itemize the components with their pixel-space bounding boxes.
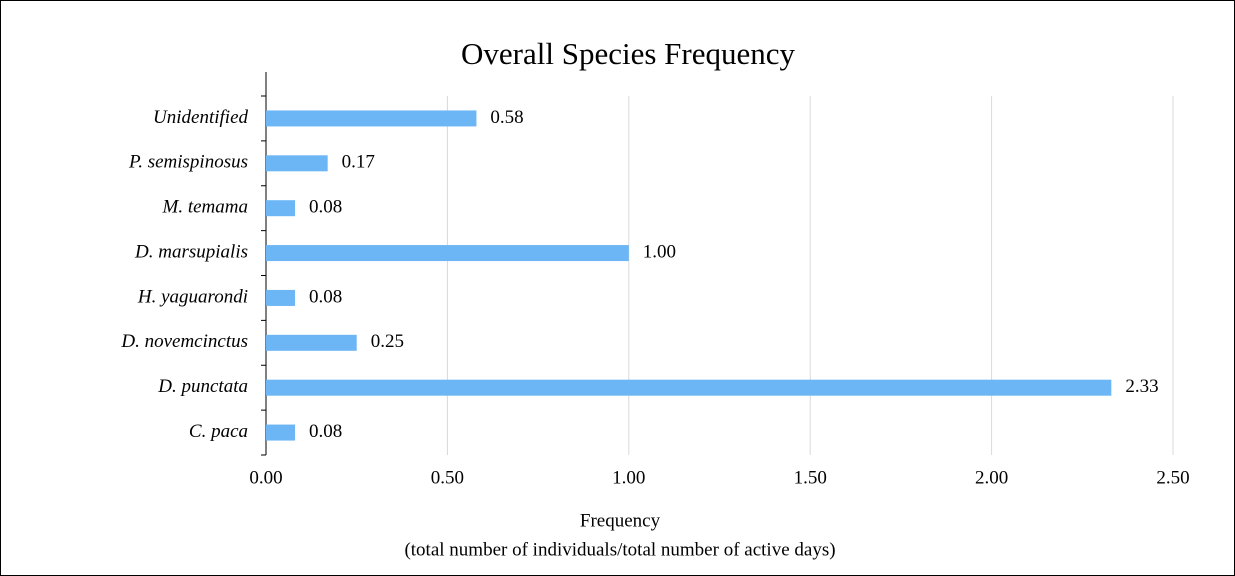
y-tick-label: D. punctata — [157, 376, 248, 397]
data-label: 0.08 — [309, 197, 342, 218]
x-axis-label: (total number of individuals/total numbe… — [404, 539, 835, 560]
x-tick-label: 1.00 — [612, 467, 645, 488]
y-tick-label: D. marsupialis — [134, 241, 248, 262]
data-label: 0.25 — [371, 331, 404, 352]
y-tick-label: Unidentified — [153, 107, 248, 128]
x-tick-label: 1.50 — [794, 467, 827, 488]
bar — [266, 155, 328, 172]
data-label: 0.08 — [309, 421, 342, 442]
bar — [266, 245, 629, 262]
data-label: 0.58 — [490, 107, 523, 128]
x-axis-label: Frequency — [580, 510, 661, 531]
data-label: 0.08 — [309, 286, 342, 307]
data-label: 2.33 — [1125, 376, 1158, 397]
data-label: 1.00 — [643, 241, 676, 262]
x-tick-label: 2.00 — [975, 467, 1008, 488]
y-tick-label: H. yaguarondi — [137, 286, 248, 307]
data-label: 0.17 — [342, 152, 375, 173]
x-tick-label: 0.00 — [249, 467, 282, 488]
y-tick-label: M. temama — [162, 197, 248, 218]
x-tick-label: 0.50 — [431, 467, 464, 488]
y-tick-label: D. novemcinctus — [120, 331, 248, 352]
bar — [266, 424, 296, 441]
x-tick-label: 2.50 — [1156, 467, 1189, 488]
bar — [266, 110, 477, 127]
bar — [266, 379, 1112, 396]
bar — [266, 289, 296, 306]
bar — [266, 200, 296, 217]
y-tick-label: C. paca — [189, 421, 248, 442]
bar — [266, 334, 357, 351]
y-tick-label: P. semispinosus — [128, 152, 248, 173]
chart-title: Overall Species Frequency — [461, 36, 795, 71]
